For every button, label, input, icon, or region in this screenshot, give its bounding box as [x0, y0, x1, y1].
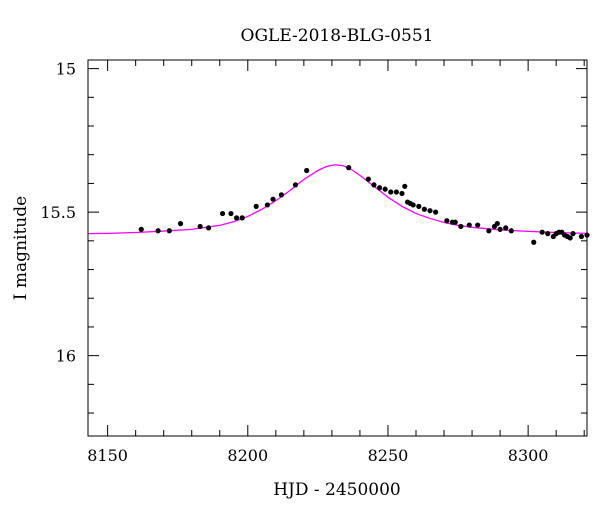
data-point: [486, 228, 492, 234]
x-tick-label: 8300: [508, 446, 549, 465]
data-point: [219, 210, 226, 217]
data-point: [494, 221, 500, 227]
y-tick-label: 15: [56, 60, 76, 79]
y-tick-label: 16: [56, 347, 76, 366]
y-axis-title: I magnitude: [11, 196, 31, 300]
model-curve-group: [87, 164, 588, 235]
data-point: [388, 189, 394, 195]
data-point: [228, 210, 234, 217]
data-point: [393, 189, 399, 195]
data-point: [233, 215, 240, 221]
data-point: [567, 235, 573, 241]
y-tick-label: 15.5: [40, 203, 76, 222]
x-tick-label: 8200: [227, 446, 268, 465]
data-point: [239, 215, 245, 221]
data-point: [166, 228, 172, 234]
data-point: [421, 206, 427, 212]
data-point: [177, 221, 184, 227]
data-point: [402, 183, 408, 189]
chart-title: OGLE-2018-BLG-0551: [241, 26, 434, 46]
data-point: [371, 182, 377, 188]
data-point: [197, 223, 203, 230]
data-point: [433, 209, 439, 215]
data-point: [205, 225, 212, 231]
data-point: [475, 222, 481, 228]
data-point: [503, 225, 509, 231]
data-point: [365, 176, 371, 182]
tick-labels: 8150 8200 8250 8300 15 15.5 16: [40, 60, 548, 465]
data-point: [416, 203, 422, 209]
data-point: [253, 203, 259, 209]
data-point: [410, 202, 416, 208]
data-point: [578, 233, 584, 240]
data-point: [264, 202, 271, 208]
data-point: [399, 190, 405, 197]
data-point: [466, 222, 472, 228]
x-axis-title: HJD - 2450000: [273, 480, 401, 500]
data-point: [278, 192, 285, 198]
data-point: [292, 182, 299, 188]
data-point: [304, 167, 310, 174]
data-point: [427, 208, 433, 214]
data-point: [531, 239, 537, 245]
data-points: [138, 165, 590, 245]
data-point: [570, 231, 576, 237]
plot-frame: [87, 59, 588, 437]
model-curve: [87, 164, 588, 235]
data-point: [382, 186, 388, 192]
data-point: [376, 185, 383, 191]
x-tick-label: 8150: [87, 446, 128, 465]
data-point: [444, 218, 450, 224]
data-point: [138, 226, 144, 232]
data-point: [497, 226, 503, 232]
data-point: [458, 223, 464, 230]
x-tick-label: 8250: [368, 446, 409, 465]
data-point: [270, 196, 276, 202]
data-point: [155, 228, 161, 234]
data-point: [539, 229, 545, 235]
axis-ticks: [88, 60, 587, 436]
data-point: [452, 219, 458, 225]
data-point: [508, 228, 514, 234]
data-point: [346, 165, 352, 171]
data-point: [545, 231, 551, 237]
